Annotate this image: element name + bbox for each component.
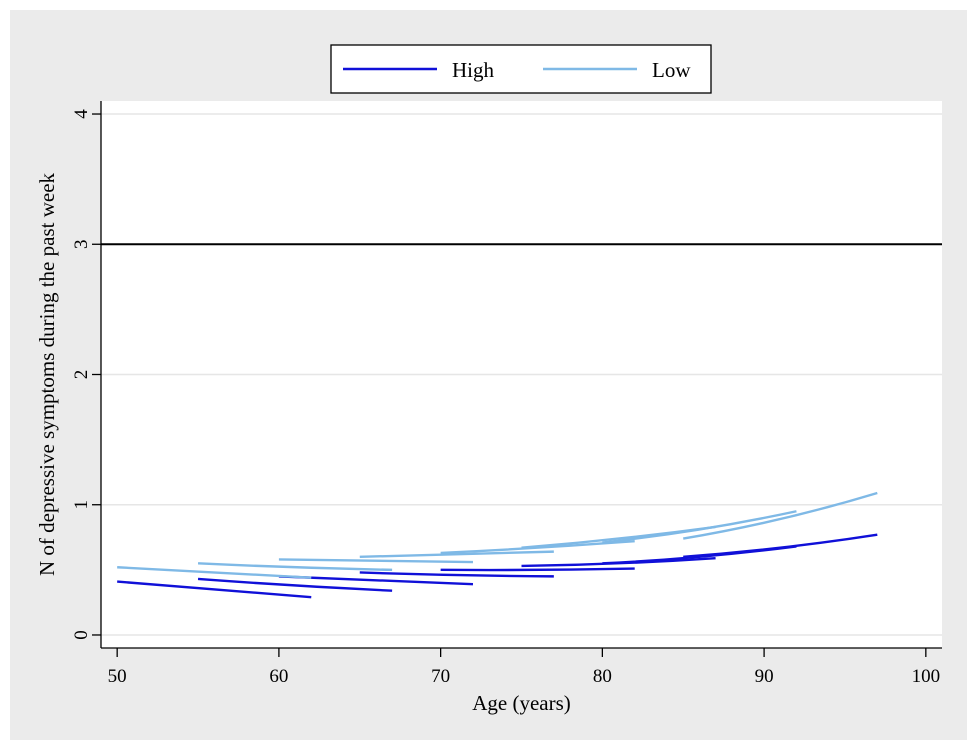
x-tick-label: 60 — [269, 666, 288, 687]
series-line-low-1 — [117, 566, 312, 579]
x-tick-label: 100 — [912, 666, 941, 687]
series-line-low-8 — [683, 491, 878, 540]
series-line-high-1 — [117, 580, 312, 599]
y-tick-label: 2 — [71, 370, 92, 380]
legend-label-high: High — [452, 58, 495, 82]
series-line-high-4 — [359, 571, 554, 578]
y-axis-title: N of depressive symptoms during the past… — [35, 172, 59, 576]
series-line-high-5 — [440, 567, 635, 572]
x-tick-label: 80 — [593, 666, 612, 687]
legend-label-low: Low — [652, 58, 691, 82]
axes: 0 1 2 3 4 50 60 70 80 90 100 — [71, 101, 942, 687]
y-tick-label: 1 — [71, 500, 92, 510]
y-tick-label: 0 — [71, 630, 92, 640]
series-line-low-4 — [359, 550, 554, 559]
y-tick-label: 4 — [71, 109, 92, 119]
x-tick-label: 70 — [431, 666, 450, 687]
series-lines — [117, 491, 878, 599]
series-line-low-7 — [602, 510, 797, 544]
x-axis-title: Age (years) — [472, 691, 571, 715]
x-tick-label: 50 — [108, 666, 127, 687]
series-line-low-2 — [197, 562, 393, 572]
legend: High Low — [330, 44, 712, 94]
series-line-high-8 — [683, 533, 878, 559]
y-tick-label: 3 — [71, 240, 92, 250]
series-line-low-3 — [278, 558, 473, 564]
series-line-high-2 — [197, 577, 393, 592]
series-line-low-5 — [440, 540, 635, 555]
x-tick-label: 90 — [755, 666, 774, 687]
